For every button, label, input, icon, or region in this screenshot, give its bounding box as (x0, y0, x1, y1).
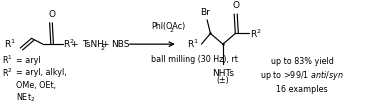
Text: R$^2$: R$^2$ (63, 38, 75, 50)
Text: +: + (70, 40, 78, 49)
Text: O: O (48, 10, 55, 19)
Text: OMe, OEt,: OMe, OEt, (16, 81, 56, 90)
Text: (±): (±) (217, 76, 229, 85)
Text: R$^2$: R$^2$ (250, 27, 262, 40)
Text: 2: 2 (169, 28, 173, 33)
Text: R$^1$: R$^1$ (5, 38, 16, 50)
Text: NBS: NBS (112, 40, 130, 49)
Text: O: O (233, 1, 240, 10)
Text: NHTs: NHTs (212, 69, 234, 78)
Text: R$^1$: R$^1$ (187, 38, 199, 50)
Text: +: + (101, 40, 109, 49)
Text: 2: 2 (100, 46, 104, 51)
Text: PhI(OAc): PhI(OAc) (151, 22, 186, 31)
Text: = aryl, alkyl,: = aryl, alkyl, (16, 68, 67, 77)
Text: ball milling (30 Hz), rt: ball milling (30 Hz), rt (151, 55, 238, 64)
Text: Br: Br (200, 8, 210, 17)
Text: up to >99/1 $\mathit{anti/syn}$: up to >99/1 $\mathit{anti/syn}$ (260, 69, 344, 82)
Text: R$^2$: R$^2$ (2, 67, 12, 79)
Text: NEt$_2$: NEt$_2$ (16, 92, 35, 104)
Text: R$^1$: R$^1$ (2, 54, 12, 66)
Text: up to 83% yield: up to 83% yield (271, 57, 333, 66)
Text: TsNH: TsNH (82, 40, 104, 49)
Text: 16 examples: 16 examples (276, 85, 328, 94)
Text: = aryl: = aryl (16, 56, 40, 65)
